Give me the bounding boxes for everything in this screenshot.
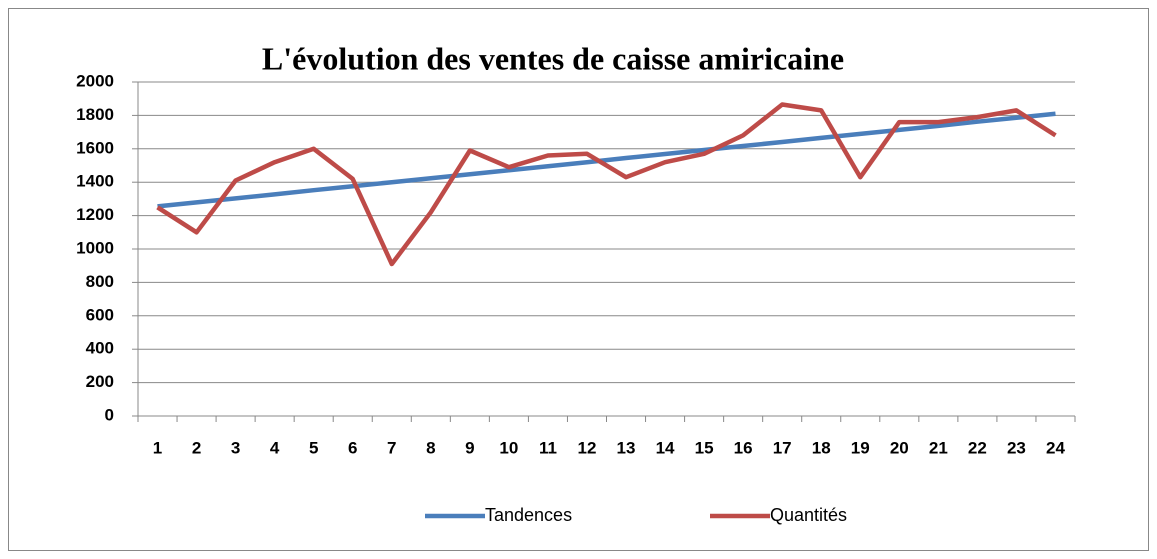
- y-tick-label: 1600: [76, 138, 114, 157]
- x-tick-label: 16: [734, 438, 753, 457]
- legend-label: Quantités: [770, 505, 847, 525]
- y-tick-label: 400: [86, 339, 114, 358]
- y-tick-label: 200: [86, 372, 114, 391]
- series-line: [157, 111, 1056, 209]
- x-tick-label: 5: [309, 438, 318, 457]
- x-tick-label: 4: [270, 438, 280, 457]
- x-tick-label: 19: [851, 438, 870, 457]
- chart-frame: [8, 8, 1149, 551]
- y-tick-label: 0: [105, 405, 114, 424]
- x-tick-label: 17: [773, 438, 792, 457]
- y-tick-label: 2000: [76, 71, 114, 90]
- x-tick-label: 24: [1046, 438, 1065, 457]
- x-tick-label: 3: [231, 438, 240, 457]
- x-tick-label: 23: [1007, 438, 1026, 457]
- series-line: [156, 102, 1057, 267]
- y-tick-label: 1800: [76, 105, 114, 124]
- x-tick-label: 15: [695, 438, 714, 457]
- x-tick-label: 11: [539, 438, 557, 457]
- x-tick-label: 13: [617, 438, 636, 457]
- legend-label: Tandences: [485, 505, 572, 525]
- x-tick-label: 18: [812, 438, 831, 457]
- x-tick-label: 6: [348, 438, 357, 457]
- x-tick-label: 21: [929, 438, 948, 457]
- y-tick-label: 800: [86, 272, 114, 291]
- x-tick-label: 8: [426, 438, 435, 457]
- x-tick-label: 22: [968, 438, 987, 457]
- x-tick-label: 9: [465, 438, 474, 457]
- y-tick-label: 1400: [76, 172, 114, 191]
- x-tick-label: 2: [192, 438, 201, 457]
- y-tick-label: 600: [86, 305, 114, 324]
- x-tick-label: 12: [578, 438, 597, 457]
- x-tick-label: 7: [387, 438, 396, 457]
- x-tick-label: 1: [153, 438, 162, 457]
- y-tick-label: 1200: [76, 205, 114, 224]
- x-tick-label: 14: [656, 438, 675, 457]
- chart-title: L'évolution des ventes de caisse amirica…: [262, 40, 844, 76]
- y-tick-label: 1000: [76, 238, 114, 257]
- x-tick-label: 10: [499, 438, 518, 457]
- x-tick-label: 20: [890, 438, 909, 457]
